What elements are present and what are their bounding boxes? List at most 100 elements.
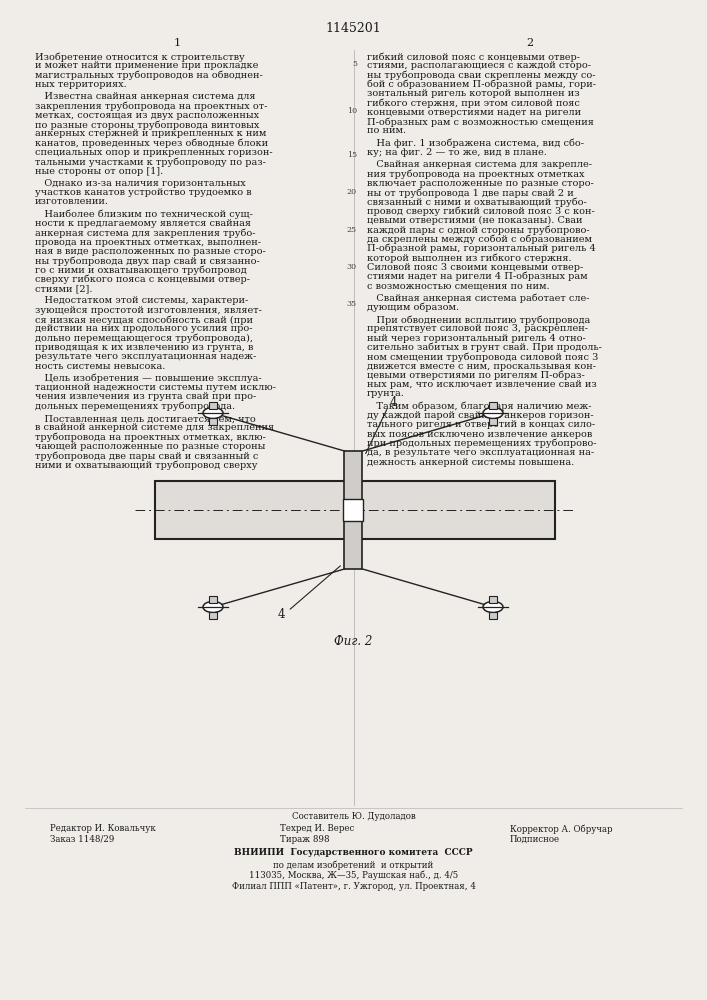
Text: бой с образованием П-образной рамы, гори-: бой с образованием П-образной рамы, гори… [367, 80, 596, 89]
Bar [489, 418, 497, 424]
Bar [155, 481, 555, 539]
Text: ся низкая несущая способность свай (при: ся низкая несущая способность свай (при [35, 315, 253, 325]
Text: чения извлечения из грунта свай при про-: чения извлечения из грунта свай при про- [35, 392, 256, 401]
Text: провода на проектных отметках, выполнен-: провода на проектных отметках, выполнен- [35, 238, 261, 247]
Text: Подписное: Подписное [510, 835, 560, 844]
Text: тального ригеля и отверстий в концах сило-: тального ригеля и отверстий в концах сил… [367, 420, 595, 429]
Text: ном смещении трубопровода силовой пояс 3: ном смещении трубопровода силовой пояс 3 [367, 352, 598, 362]
Text: 15: 15 [347, 151, 357, 159]
Text: 25: 25 [347, 226, 357, 234]
Ellipse shape [483, 408, 503, 418]
Text: Редактор И. Ковальчук: Редактор И. Ковальчук [50, 824, 156, 833]
Text: Известна свайная анкерная система для: Известна свайная анкерная система для [35, 92, 255, 101]
Text: препятствует силовой пояс 3, раскреплен-: препятствует силовой пояс 3, раскреплен- [367, 324, 588, 333]
Text: Наиболее близким по технической сущ-: Наиболее близким по технической сущ- [35, 210, 253, 219]
Text: специальных опор и прикрепленных горизон-: специальных опор и прикрепленных горизон… [35, 148, 273, 157]
Text: ВНИИПИ  Государственного комитета  СССР: ВНИИПИ Государственного комитета СССР [234, 848, 473, 857]
Text: П-образных рам с возможностью смещения: П-образных рам с возможностью смещения [367, 117, 594, 127]
Text: Силовой пояс 3 своими концевыми отвер-: Силовой пояс 3 своими концевыми отвер- [367, 263, 583, 272]
Text: по разные стороны трубопровода винтовых: по разные стороны трубопровода винтовых [35, 120, 259, 130]
Text: действии на них продольного усилия про-: действии на них продольного усилия про- [35, 324, 252, 333]
Text: При обводнении всплытию трубопровода: При обводнении всплытию трубопровода [367, 315, 590, 325]
Text: дежность анкерной системы повышена.: дежность анкерной системы повышена. [367, 458, 574, 467]
Text: тационной надежности системы путем исклю-: тационной надежности системы путем исклю… [35, 383, 276, 392]
Text: ные стороны от опор [1].: ные стороны от опор [1]. [35, 167, 163, 176]
Text: грунта.: грунта. [367, 389, 405, 398]
Text: Однако из-за наличия горизонтальных: Однако из-за наличия горизонтальных [35, 179, 246, 188]
Text: ны от трубопровода 1 две пары свай 2 и: ны от трубопровода 1 две пары свай 2 и [367, 188, 574, 198]
Text: Составитель Ю. Дудоладов: Составитель Ю. Дудоладов [291, 812, 416, 821]
Text: 4: 4 [390, 396, 397, 410]
Text: провод сверху гибкий силовой пояс 3 с кон-: провод сверху гибкий силовой пояс 3 с ко… [367, 207, 595, 216]
Text: 30: 30 [347, 263, 357, 271]
Text: канатов, проведенных через обводные блоки: канатов, проведенных через обводные блок… [35, 139, 268, 148]
Text: трубопровода на проектных отметках, вклю-: трубопровода на проектных отметках, вклю… [35, 433, 266, 442]
Text: ния трубопровода на проектных отметках: ния трубопровода на проектных отметках [367, 170, 585, 179]
Text: Поставленная цель достигается тем, что: Поставленная цель достигается тем, что [35, 414, 256, 423]
Text: 1: 1 [173, 38, 180, 48]
Text: по ним.: по ним. [367, 126, 406, 135]
Text: Фиг. 2: Фиг. 2 [334, 635, 373, 648]
Text: дольных перемещениях трубопровода.: дольных перемещениях трубопровода. [35, 402, 235, 411]
Text: 10: 10 [347, 107, 357, 115]
Text: и может найти применение при прокладке: и может найти применение при прокладке [35, 61, 258, 70]
Text: зующейся простотой изготовления, являет-: зующейся простотой изготовления, являет- [35, 306, 262, 315]
Text: Тираж 898: Тираж 898 [280, 835, 329, 844]
Text: ними и охватывающий трубопровод сверху: ними и охватывающий трубопровод сверху [35, 461, 257, 470]
Text: приводящая к их извлечению из грунта, в: приводящая к их извлечению из грунта, в [35, 343, 253, 352]
Bar [489, 595, 497, 602]
Text: сительно забитых в грунт свай. При продоль-: сительно забитых в грунт свай. При продо… [367, 343, 602, 352]
Text: ных рам, что исключает извлечение свай из: ных рам, что исключает извлечение свай и… [367, 380, 597, 389]
Text: Недостатком этой системы, характери-: Недостатком этой системы, характери- [35, 296, 248, 305]
Text: изготовлении.: изготовлении. [35, 197, 109, 206]
Text: го с ними и охватывающего трубопровод: го с ними и охватывающего трубопровод [35, 266, 247, 275]
Text: связанный с ними и охватывающий трубо-: связанный с ними и охватывающий трубо- [367, 197, 587, 207]
Text: закрепления трубопровода на проектных от-: закрепления трубопровода на проектных от… [35, 101, 267, 111]
Text: сверху гибкого пояса с концевыми отвер-: сверху гибкого пояса с концевыми отвер- [35, 275, 250, 284]
Text: 113035, Москва, Ж—35, Раушская наб., д. 4/5: 113035, Москва, Ж—35, Раушская наб., д. … [249, 871, 458, 880]
Bar [489, 401, 497, 408]
Text: 20: 20 [347, 188, 357, 196]
Text: Цель изобретения — повышение эксплуа-: Цель изобретения — повышение эксплуа- [35, 374, 262, 383]
Text: Свайная анкерная система для закрепле-: Свайная анкерная система для закрепле- [367, 160, 592, 169]
Text: Изобретение относится к строительству: Изобретение относится к строительству [35, 52, 245, 62]
Bar [209, 595, 217, 602]
Text: анкерная система для закрепления трубо-: анкерная система для закрепления трубо- [35, 228, 255, 238]
Text: Техред И. Верес: Техред И. Верес [280, 824, 354, 833]
Text: магистральных трубопроводов на обводнен-: магистральных трубопроводов на обводнен- [35, 71, 263, 80]
Text: цевыми отверстиями по ригелям П-образ-: цевыми отверстиями по ригелям П-образ- [367, 371, 585, 380]
Text: 5: 5 [352, 60, 357, 68]
Ellipse shape [203, 408, 223, 418]
Text: стиями надет на ригели 4 П-образных рам: стиями надет на ригели 4 П-образных рам [367, 272, 588, 281]
Text: зонтальный ригель которой выполнен из: зонтальный ригель которой выполнен из [367, 89, 580, 98]
Text: гибкого стержня, при этом силовой пояс: гибкого стержня, при этом силовой пояс [367, 98, 580, 108]
Bar [209, 401, 217, 408]
Text: 1145201: 1145201 [326, 22, 381, 35]
Text: концевыми отверстиями надет на ригели: концевыми отверстиями надет на ригели [367, 108, 581, 117]
Text: да, в результате чего эксплуатационная на-: да, в результате чего эксплуатационная н… [367, 448, 594, 457]
Text: Заказ 1148/29: Заказ 1148/29 [50, 835, 115, 844]
Text: дующим образом.: дующим образом. [367, 303, 459, 312]
Bar [489, 611, 497, 618]
Text: 2: 2 [527, 38, 534, 48]
Text: цевыми отверстиями (не показаны). Сваи: цевыми отверстиями (не показаны). Сваи [367, 216, 583, 225]
Ellipse shape [203, 601, 223, 612]
Text: дольно перемещающегося трубопровода),: дольно перемещающегося трубопровода), [35, 334, 253, 343]
Bar [209, 611, 217, 618]
Text: стиями [2].: стиями [2]. [35, 284, 93, 293]
Ellipse shape [483, 601, 503, 612]
Text: движется вместе с ним, проскальзывая кон-: движется вместе с ним, проскальзывая кон… [367, 362, 596, 371]
Text: трубопровода две пары свай и связанный с: трубопровода две пары свай и связанный с [35, 451, 258, 461]
Text: в свайной анкерной системе для закрепления: в свайной анкерной системе для закреплен… [35, 423, 274, 432]
Text: вых поясов исключено извлечение анкеров: вых поясов исключено извлечение анкеров [367, 430, 592, 439]
Text: которой выполнен из гибкого стержня.: которой выполнен из гибкого стержня. [367, 253, 572, 263]
Text: ных территориях.: ных территориях. [35, 80, 127, 89]
Text: На фиг. 1 изображена система, вид сбо-: На фиг. 1 изображена система, вид сбо- [367, 139, 584, 148]
Text: участков канатов устройство трудоемко в: участков канатов устройство трудоемко в [35, 188, 252, 197]
Text: ность системы невысока.: ность системы невысока. [35, 362, 165, 371]
Text: П-образной рамы, горизонтальный ригель 4: П-образной рамы, горизонтальный ригель 4 [367, 244, 596, 253]
Text: с возможностью смещения по ним.: с возможностью смещения по ним. [367, 281, 549, 290]
Text: включает расположенные по разные сторо-: включает расположенные по разные сторо- [367, 179, 594, 188]
Bar [344, 499, 363, 521]
Text: Корректор А. Обручар: Корректор А. Обручар [510, 824, 612, 834]
